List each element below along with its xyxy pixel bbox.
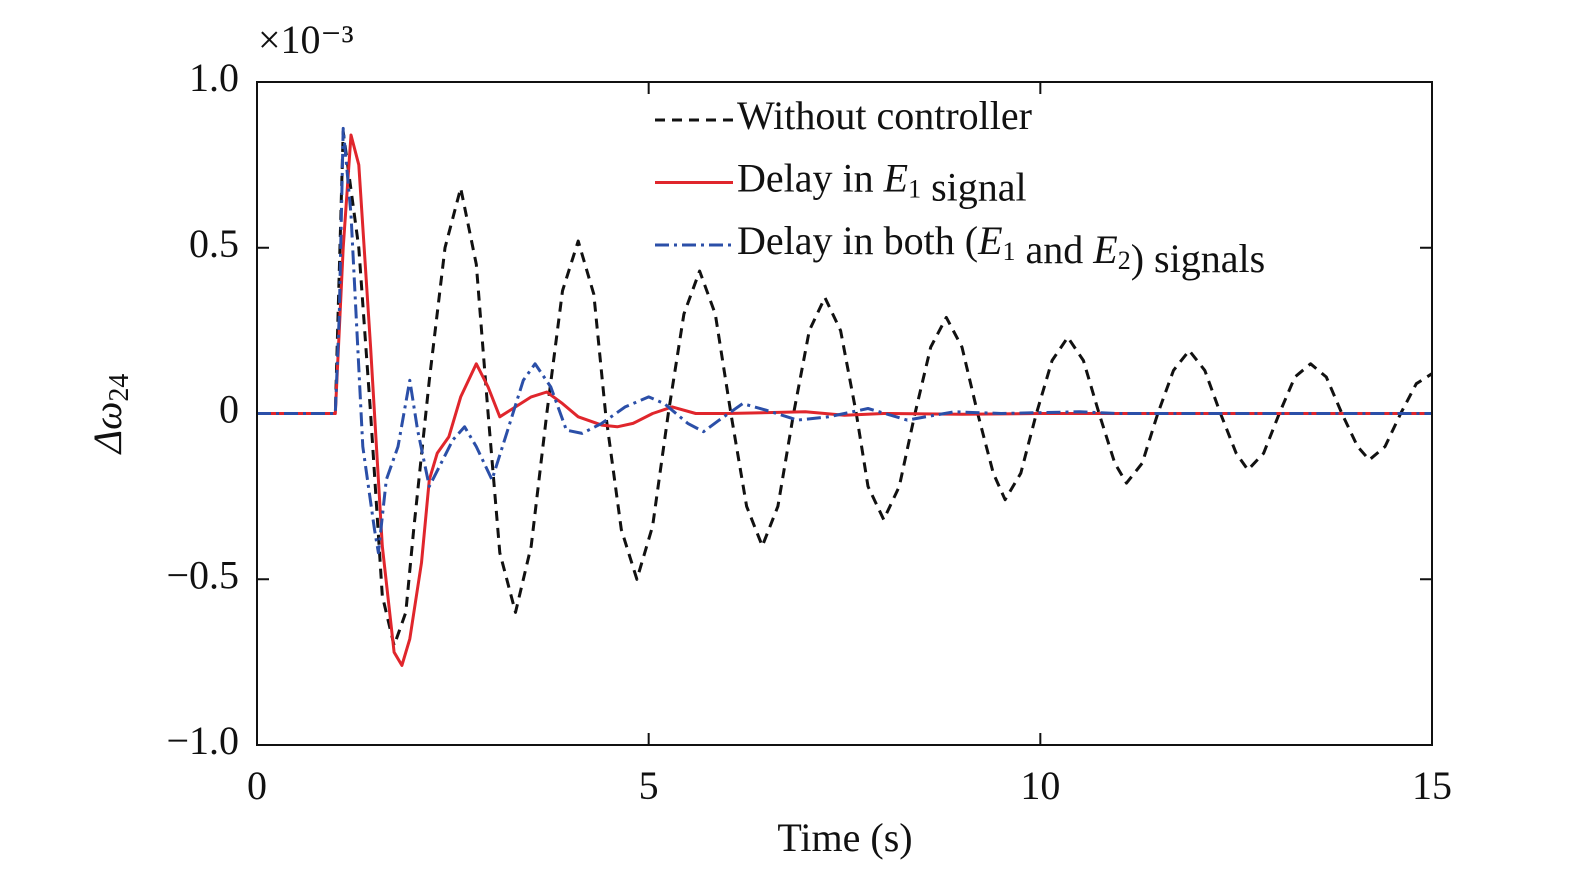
- x-tick-label: 15: [1412, 763, 1452, 808]
- y-axis-label: Δω24: [85, 374, 135, 456]
- y-tick-label: −0.5: [166, 552, 239, 597]
- series-line: [257, 126, 1432, 555]
- series-line: [257, 130, 1433, 647]
- y-axis-label-sub: 24: [104, 374, 135, 402]
- y-tick-label: −1.0: [166, 718, 239, 763]
- legend-label: Without controller: [737, 93, 1032, 138]
- series-line: [257, 133, 1432, 667]
- x-tick-label: 0: [247, 763, 267, 808]
- y-multiplier: ×10⁻³: [258, 17, 354, 62]
- legend-label: Delay in both (E1 and E2) signals: [737, 218, 1265, 281]
- legend-label: Delay in E1 signal: [737, 156, 1027, 210]
- x-axis-label: Time (s): [777, 815, 912, 860]
- x-tick-label: 10: [1020, 763, 1060, 808]
- x-tick-label: 5: [639, 763, 659, 808]
- y-tick-label: 0.5: [189, 221, 239, 266]
- plot-frame: [256, 81, 1433, 746]
- y-tick-label: 1.0: [189, 55, 239, 100]
- y-tick-label: 0: [219, 387, 239, 432]
- y-axis-label-main: Δω: [85, 402, 130, 456]
